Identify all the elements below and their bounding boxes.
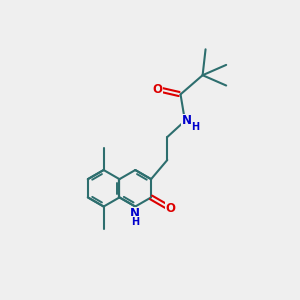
Text: H: H — [131, 217, 139, 227]
Text: N: N — [182, 114, 191, 127]
Text: H: H — [191, 122, 199, 132]
Text: O: O — [165, 202, 175, 215]
Text: O: O — [153, 82, 163, 95]
Text: N: N — [130, 207, 140, 220]
